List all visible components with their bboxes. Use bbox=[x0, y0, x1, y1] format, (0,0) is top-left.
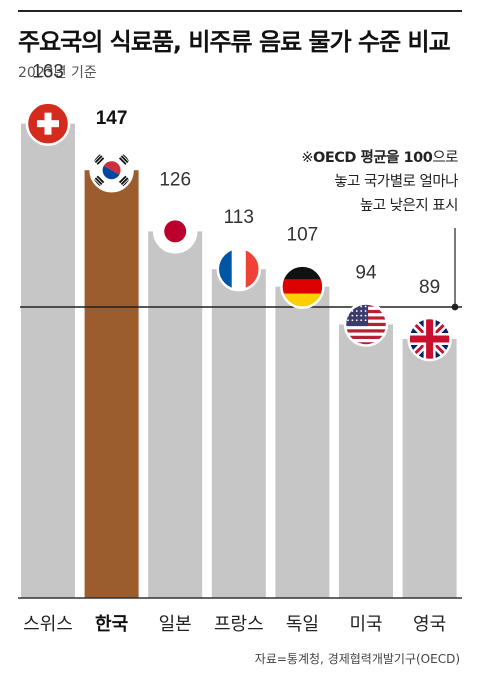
category-label-3: 프랑스 bbox=[214, 614, 264, 635]
bar-3 bbox=[211, 269, 266, 598]
bars-layer bbox=[21, 123, 457, 599]
bar-2 bbox=[148, 231, 203, 598]
annotation-layer: ※OECD 평균을 100으로 놓고 국가별로 얼마나 높고 낮은지 표시 bbox=[301, 148, 458, 214]
bar-1 bbox=[84, 170, 139, 599]
category-label-5: 미국 bbox=[349, 614, 382, 635]
category-label-1: 한국 bbox=[95, 614, 128, 635]
usa-flag bbox=[343, 302, 389, 347]
bar-6 bbox=[402, 339, 457, 598]
flags-layer bbox=[25, 101, 452, 362]
category-label-0: 스위스 bbox=[23, 614, 73, 635]
chart-subtitle: 2023년 기준 bbox=[18, 65, 97, 81]
labels-layer: 163 스위스 147 한국 126 일본 113 프랑스 107 독일 94 미국 89 영국 bbox=[23, 62, 446, 635]
bar-5 bbox=[339, 324, 393, 598]
bar-0 bbox=[21, 123, 75, 599]
value-label-2: 126 bbox=[159, 169, 191, 190]
top-rule bbox=[18, 10, 462, 12]
annotation-line-3: 높고 낮은지 표시 bbox=[360, 197, 458, 214]
reference-line-layer bbox=[18, 228, 462, 599]
france-flag bbox=[216, 246, 262, 292]
value-label-5: 94 bbox=[355, 262, 377, 283]
bar-4 bbox=[275, 286, 330, 598]
value-label-3: 113 bbox=[224, 207, 254, 228]
value-label-6: 89 bbox=[419, 277, 440, 298]
category-label-6: 영국 bbox=[413, 614, 446, 635]
annotation-line-1: ※OECD 평균을 100으로 bbox=[301, 148, 458, 166]
value-label-0: 163 bbox=[32, 62, 64, 83]
source-note: 자료=통계청, 경제협력개발기구(OECD) bbox=[254, 652, 460, 666]
switzerland-flag bbox=[25, 101, 71, 146]
chart-title: 주요국의 식료품, 비주류 음료 물가 수준 비교 bbox=[18, 28, 451, 56]
value-label-1: 147 bbox=[96, 108, 128, 129]
uk-flag bbox=[407, 316, 452, 362]
category-label-2: 일본 bbox=[159, 614, 192, 635]
value-label-4: 107 bbox=[287, 225, 319, 246]
category-label-4: 독일 bbox=[286, 614, 319, 635]
germany-flag bbox=[280, 264, 325, 309]
annotation-line-2: 놓고 국가별로 얼마나 bbox=[334, 173, 458, 190]
japan-flag bbox=[152, 209, 198, 254]
south-korea-flag bbox=[89, 147, 134, 193]
